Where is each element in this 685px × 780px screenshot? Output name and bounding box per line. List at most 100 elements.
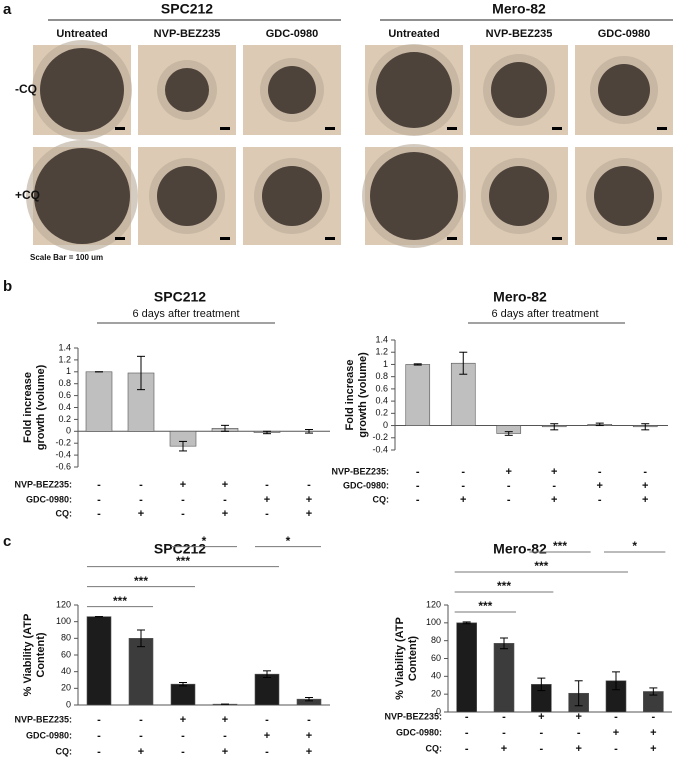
- spheroid: [370, 152, 458, 240]
- scale-bar: [115, 237, 125, 240]
- treatment-sign: -: [502, 727, 506, 739]
- row-label: +CQ: [15, 188, 40, 202]
- treatment-label: GDC-0980:: [26, 730, 72, 740]
- treatment-sign: +: [538, 711, 544, 723]
- y-tick-label: 80: [61, 633, 71, 643]
- y-tick-label: 0.6: [58, 390, 71, 400]
- spheroid: [268, 66, 316, 114]
- treatment-sign: +: [222, 714, 228, 726]
- y-tick-label: 60: [431, 653, 441, 663]
- scale-bar: [220, 127, 230, 130]
- y-tick-label: 120: [426, 599, 441, 609]
- treatment-label: NVP-BEZ235:: [14, 714, 72, 724]
- treatment-label: GDC-0980:: [343, 480, 389, 490]
- treatment-sign: +: [138, 746, 144, 758]
- spheroid: [262, 166, 322, 226]
- treatment-label: CQ:: [426, 743, 443, 753]
- treatment-label: NVP-BEZ235:: [384, 711, 442, 721]
- y-axis-label: Content): [407, 636, 419, 682]
- treatment-sign: -: [465, 711, 469, 723]
- y-tick-label: 0.2: [58, 414, 71, 424]
- treatment-sign: -: [614, 743, 618, 755]
- y-tick-label: 0.8: [375, 371, 388, 381]
- bar: [456, 622, 477, 713]
- treatment-sign: +: [306, 508, 312, 520]
- scale-bar: [552, 127, 562, 130]
- y-axis-label: % Viability (ATP: [22, 614, 34, 697]
- treatment-sign: -: [181, 508, 185, 520]
- treatment-sign: -: [97, 746, 101, 758]
- treatment-sign: -: [97, 479, 101, 491]
- treatment-sign: -: [139, 479, 143, 491]
- y-axis-label: growth (volume): [357, 352, 369, 438]
- column-header: NVP-BEZ235: [486, 28, 553, 40]
- y-tick-label: 0.2: [375, 408, 388, 418]
- y-tick-label: 20: [431, 689, 441, 699]
- significance-label: ***: [176, 554, 190, 568]
- y-tick-label: -0.2: [372, 432, 388, 442]
- bar: [128, 638, 154, 706]
- y-tick-label: 0: [66, 699, 71, 709]
- column-header: GDC-0980: [598, 28, 651, 40]
- treatment-sign: -: [181, 730, 185, 742]
- bar: [405, 364, 431, 426]
- spheroid: [491, 62, 547, 118]
- scale-bar: [657, 127, 667, 130]
- scale-bar: [447, 237, 457, 240]
- y-tick-label: 20: [61, 683, 71, 693]
- treatment-label: GDC-0980:: [396, 727, 442, 737]
- row-label: -CQ: [15, 82, 37, 96]
- spheroid: [594, 166, 654, 226]
- y-axis-label: % Viability (ATP: [394, 617, 406, 700]
- y-tick-label: -0.4: [372, 444, 388, 454]
- treatment-sign: +: [222, 479, 228, 491]
- treatment-sign: -: [97, 508, 101, 520]
- treatment-sign: +: [642, 480, 648, 492]
- treatment-sign: -: [139, 714, 143, 726]
- treatment-sign: -: [265, 746, 269, 758]
- spheroid: [34, 148, 130, 244]
- treatment-sign: -: [416, 466, 420, 478]
- y-tick-label: 0.8: [58, 378, 71, 388]
- y-tick-label: 1.4: [375, 334, 388, 344]
- treatment-label: GDC-0980:: [26, 494, 72, 504]
- treatment-sign: -: [465, 727, 469, 739]
- treatment-sign: +: [222, 746, 228, 758]
- treatment-sign: -: [97, 730, 101, 742]
- y-tick-label: 1.4: [58, 342, 71, 352]
- significance-label: ***: [497, 579, 511, 593]
- scale-bar: [552, 237, 562, 240]
- treatment-sign: +: [551, 466, 557, 478]
- panel-label: a: [3, 1, 12, 18]
- treatment-sign: -: [539, 727, 543, 739]
- y-tick-label: 1: [383, 359, 388, 369]
- bar: [170, 683, 196, 706]
- treatment-sign: -: [416, 494, 420, 506]
- y-tick-label: 100: [426, 617, 441, 627]
- scale-bar: [325, 127, 335, 130]
- treatment-sign: +: [613, 727, 619, 739]
- treatment-sign: -: [181, 494, 185, 506]
- treatment-sign: -: [507, 480, 511, 492]
- group-title: Mero-82: [492, 1, 546, 17]
- scale-bar: [657, 237, 667, 240]
- treatment-label: CQ:: [373, 494, 390, 504]
- significance-label: ***: [553, 539, 567, 553]
- scale-bar: [115, 127, 125, 130]
- y-tick-label: 0.4: [375, 395, 388, 405]
- treatment-sign: -: [502, 711, 506, 723]
- treatment-sign: -: [139, 494, 143, 506]
- treatment-sign: +: [506, 466, 512, 478]
- bar: [86, 616, 112, 706]
- spheroid: [598, 64, 650, 116]
- treatment-sign: -: [181, 746, 185, 758]
- scale-bar: [220, 237, 230, 240]
- significance-label: *: [202, 534, 207, 548]
- chart-title: Mero-82: [493, 289, 547, 305]
- column-header: Untreated: [56, 28, 107, 40]
- bar: [85, 371, 113, 432]
- y-tick-label: 0.6: [375, 383, 388, 393]
- treatment-sign: +: [222, 508, 228, 520]
- treatment-sign: -: [416, 480, 420, 492]
- treatment-sign: -: [307, 479, 311, 491]
